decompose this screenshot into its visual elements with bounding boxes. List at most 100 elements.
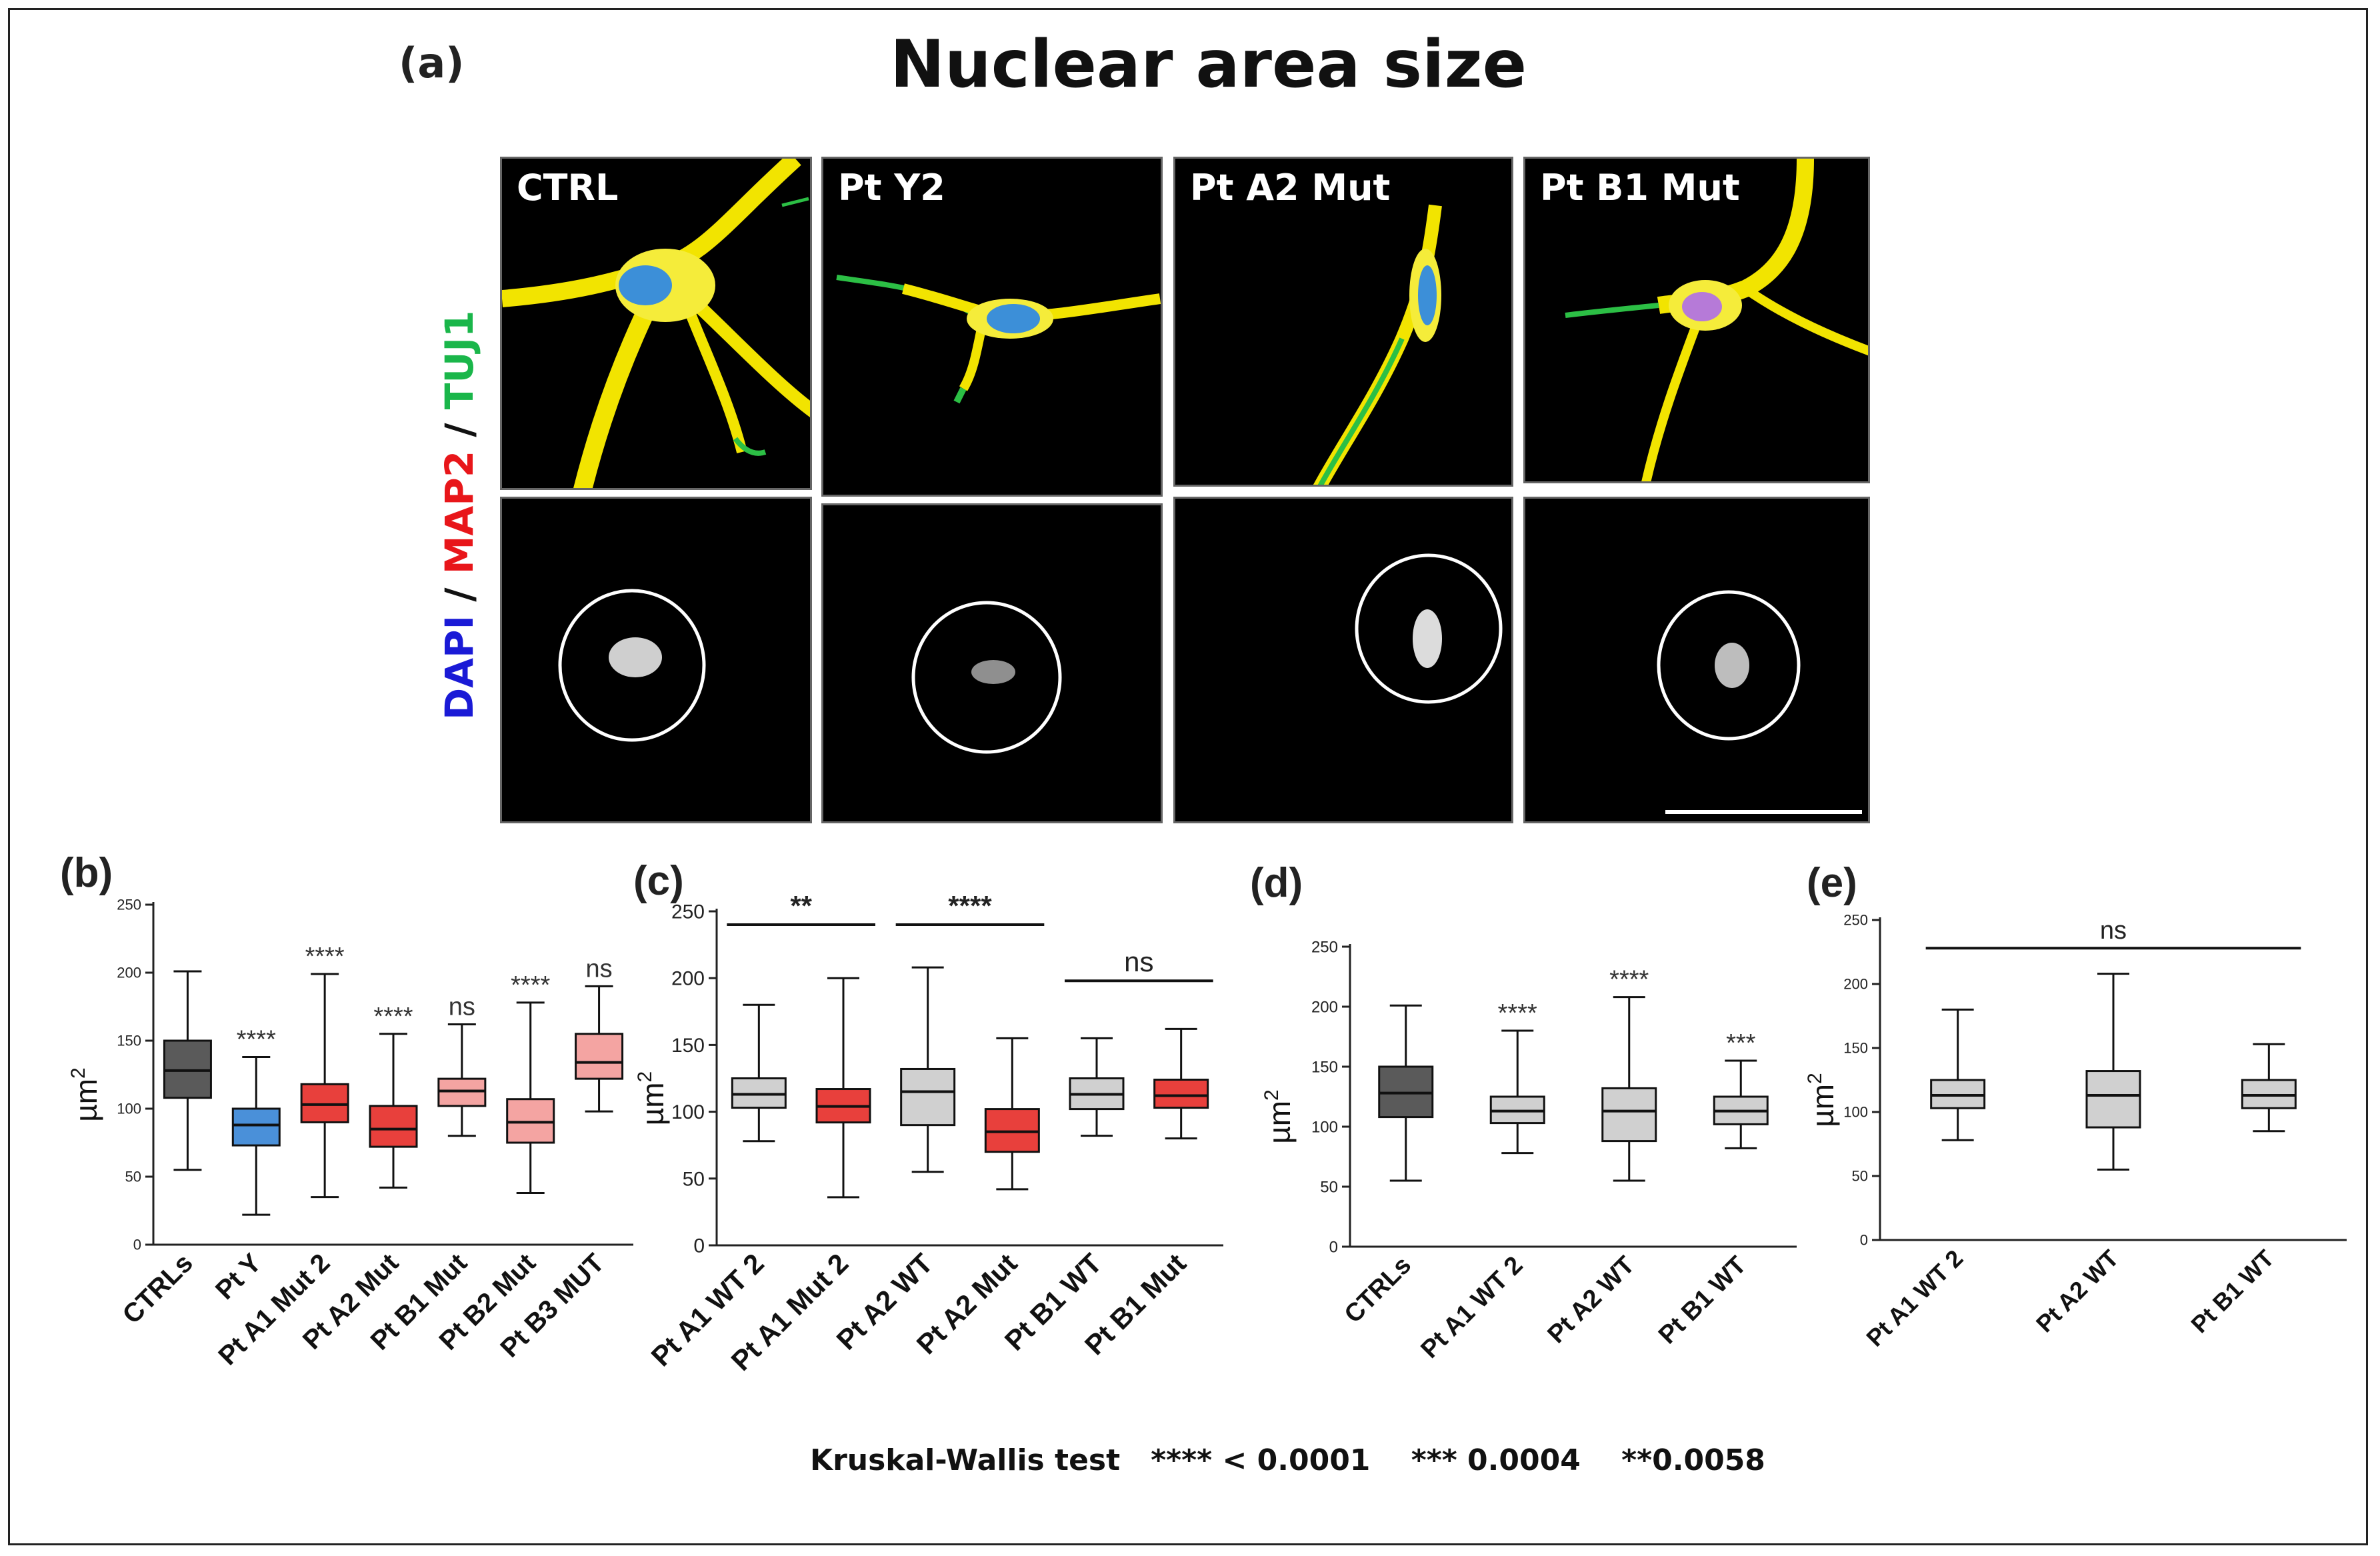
- y-tick-label: 150: [117, 1033, 141, 1049]
- box-0: [163, 970, 212, 1171]
- y-axis-label: µm2: [1261, 1089, 1297, 1144]
- box-iqr: [369, 1105, 418, 1148]
- y-tick-label: 0: [693, 1235, 705, 1257]
- y-tick-label: 50: [1852, 1168, 1868, 1185]
- box-4: [1069, 1037, 1125, 1137]
- box-2: [300, 973, 349, 1199]
- y-axis-label: µm2: [67, 1067, 103, 1122]
- y-tick-label: 200: [1311, 998, 1338, 1016]
- box-3: [1713, 1059, 1769, 1149]
- stain-dapi: DAPI: [437, 615, 482, 720]
- y-tick-label: 50: [125, 1169, 141, 1185]
- box-1: [231, 1055, 281, 1216]
- category-label: Pt B1 WT: [1653, 1251, 1752, 1350]
- neuron-pta2-drawing: [1313, 204, 1442, 485]
- box-1: [1489, 1029, 1545, 1155]
- box-5: [1153, 1027, 1209, 1140]
- micrograph-ptb1-merge: Pt B1 Mut: [1523, 157, 1870, 483]
- significance-label: ****: [511, 971, 550, 999]
- y-tick-label: 200: [1843, 976, 1868, 993]
- panel-letter: (b): [60, 850, 113, 896]
- y-tick-label: 100: [671, 1101, 705, 1123]
- y-tick-label: 250: [1311, 938, 1338, 956]
- box-iqr: [1601, 1087, 1657, 1143]
- category-label: Pt A2 WT: [1542, 1251, 1640, 1349]
- y-tick-label: 0: [1329, 1238, 1338, 1256]
- category-label: Pt A1 WT 2: [1416, 1251, 1529, 1364]
- micrograph-ctrl-merge: CTRL: [500, 157, 812, 490]
- footnote: Kruskal-Wallis test **** < 0.0001 *** 0.…: [810, 1443, 1765, 1477]
- box-iqr: [575, 1033, 624, 1080]
- significance-label: ***: [1726, 1029, 1756, 1057]
- significance-label: ****: [305, 943, 345, 971]
- stain-label: DAPI / MAP2 / TUJ1: [437, 200, 482, 720]
- box-iqr: [163, 1039, 212, 1099]
- y-tick-label: 100: [1311, 1118, 1338, 1136]
- panel-a-letter: (a): [399, 39, 465, 87]
- bracket-label: **: [790, 890, 812, 921]
- box-iqr: [731, 1077, 787, 1109]
- y-tick-label: 150: [671, 1035, 705, 1057]
- y-tick-label: 50: [1320, 1178, 1338, 1196]
- micrograph-label-pta2: Pt A2 Mut: [1190, 167, 1391, 209]
- micrograph-ptb1-dapi: [1523, 497, 1870, 823]
- micrograph-label-ptb1: Pt B1 Mut: [1540, 167, 1740, 209]
- stain-sep-2: /: [437, 409, 482, 451]
- significance-label: ****: [1609, 966, 1649, 994]
- box-3: [984, 1037, 1040, 1191]
- stain-tuj1: TUJ1: [437, 310, 482, 410]
- box-4: [437, 1023, 487, 1137]
- box-2: [2241, 1043, 2297, 1133]
- significance-label: ns: [586, 955, 613, 983]
- category-label: Pt A2 WT: [2031, 1245, 2124, 1338]
- y-tick-label: 50: [683, 1168, 705, 1190]
- bracket-label: ns: [2100, 917, 2127, 945]
- micrograph-pty2-merge: Pt Y2: [821, 157, 1163, 497]
- significance-label: ****: [1498, 999, 1537, 1027]
- neuron-ctrl-drawing: [502, 159, 810, 488]
- y-tick-label: 0: [133, 1237, 141, 1253]
- box-3: [369, 1033, 418, 1189]
- box-0: [1378, 1004, 1434, 1182]
- chart-d: (d) µm2 0 50 100 150 200 250 CTRLs **** Pt A1 WT 2…: [1250, 860, 1797, 1364]
- panel-letter: (d): [1250, 860, 1303, 906]
- significance-label: ****: [373, 1003, 413, 1031]
- box-iqr: [900, 1067, 956, 1127]
- category-label: CTRLs: [117, 1248, 199, 1329]
- figure-title: Nuclear area size: [890, 27, 1527, 103]
- box-0: [1930, 1008, 1986, 1141]
- category-label: Pt B1 WT: [2185, 1245, 2279, 1339]
- y-tick-label: 250: [671, 901, 705, 923]
- box-iqr: [984, 1108, 1040, 1153]
- box-iqr: [506, 1098, 555, 1144]
- nucleus-pty2-drawing: [911, 601, 1062, 754]
- micrograph-pty2-dapi: [821, 503, 1163, 823]
- box-iqr: [1153, 1079, 1209, 1109]
- y-tick-label: 100: [1843, 1104, 1868, 1121]
- y-tick-label: 150: [1311, 1058, 1338, 1076]
- nucleus-ctrl-drawing: [558, 589, 706, 742]
- category-label: Pt A1 WT 2: [1861, 1245, 1968, 1352]
- box-5: [506, 1001, 555, 1194]
- y-tick-label: 150: [1843, 1040, 1868, 1057]
- nucleus-pta2-drawing: [1355, 553, 1503, 704]
- box-iqr: [437, 1077, 487, 1107]
- y-tick-label: 200: [671, 968, 705, 990]
- category-label: CTRLs: [1339, 1251, 1417, 1329]
- y-tick-label: 250: [117, 897, 141, 913]
- nucleus-ptb1-drawing: [1657, 590, 1862, 814]
- stain-sep-1: /: [437, 574, 482, 615]
- box-0: [731, 1003, 787, 1143]
- panel-letter: (c): [633, 858, 684, 904]
- y-tick-label: 200: [117, 965, 141, 981]
- micrograph-ctrl-dapi: [500, 497, 812, 823]
- y-tick-label: 0: [1860, 1232, 1868, 1249]
- stain-map2: MAP2: [437, 450, 482, 575]
- box-iqr: [231, 1107, 281, 1147]
- micrograph-pta2-dapi: [1173, 497, 1513, 823]
- box-iqr: [300, 1083, 349, 1123]
- micrograph-pta2-merge: Pt A2 Mut: [1173, 157, 1513, 487]
- y-tick-label: 100: [117, 1101, 141, 1117]
